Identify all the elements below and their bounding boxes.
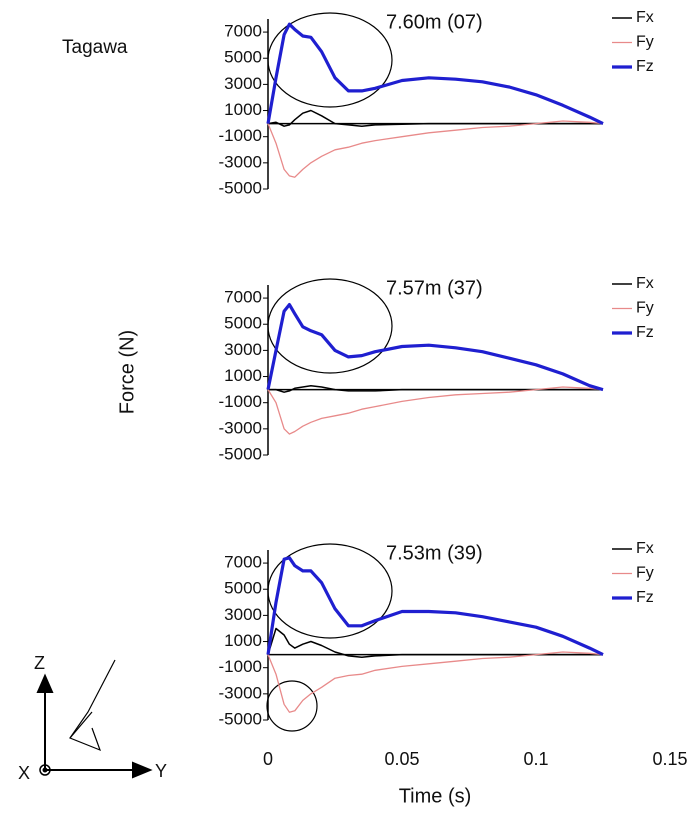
data-line [267,109,603,127]
legend-label: Fx [636,9,654,26]
y-tick-label: 1000 [224,631,262,650]
data-line [268,384,603,393]
legend-label: Fy [636,565,654,582]
y-tick-label: -3000 [219,683,262,702]
legend-label: Fy [636,34,654,51]
annotation: 7.57m (37) [386,277,483,299]
x-tick-label: 0.15 [652,749,687,769]
data-line [266,22,604,126]
y-tick-label: 1000 [224,366,262,385]
panel-label: Tagawa [62,37,128,58]
legend-label: Fz [636,589,654,606]
x-axis-label: Time (s) [399,785,472,807]
y-tick-label: -3000 [219,418,262,437]
legend-label: Fz [636,58,654,75]
y-tick-label: 7000 [224,288,262,307]
axis-letter: Z [34,653,45,673]
legend-label: Fx [636,540,654,557]
annotation: 7.60m (07) [386,11,483,33]
data-line [267,386,604,435]
axis-letter: Y [155,761,167,781]
y-tick-label: 3000 [224,74,262,93]
y-tick-label: -5000 [219,444,262,463]
y-tick-label: 5000 [224,48,262,67]
y-tick-label: 5000 [224,579,262,598]
y-tick-label: 1000 [224,100,262,119]
y-tick-label: -1000 [219,126,262,145]
x-tick-label: 0 [263,749,273,769]
annotation-ellipse [267,278,393,374]
leg-sketch [69,659,116,752]
annotation: 7.53m (39) [386,542,483,564]
annotation-circle [266,680,318,732]
data-line [267,651,604,713]
legend-label: Fz [636,324,654,341]
y-tick-label: 7000 [224,553,262,572]
y-tick-label: 3000 [224,340,262,359]
annotation-ellipse [267,543,393,639]
legend-label: Fy [636,300,654,317]
y-axis-label: Force (N) [116,330,138,414]
legend-label: Fx [636,275,654,292]
leg-sketch [69,711,93,739]
data-line [266,303,604,392]
x-tick-label: 0.1 [523,749,548,769]
axis-letter: X [18,763,30,783]
x-axis-dot [42,767,48,773]
annotation-ellipse [267,12,393,108]
y-tick-label: 5000 [224,314,262,333]
x-tick-label: 0.05 [384,749,419,769]
y-tick-label: -5000 [219,709,262,728]
x-axis-symbol [39,764,51,776]
z-arrow [36,673,54,693]
y-tick-label: -1000 [219,657,262,676]
coordinate-diagram [36,659,153,779]
y-tick-label: -1000 [219,392,262,411]
y-arrow [132,761,153,779]
y-tick-label: 3000 [224,605,262,624]
y-tick-label: -3000 [219,152,262,171]
data-line [267,120,604,178]
y-tick-label: -5000 [219,178,262,197]
data-line [266,556,604,657]
y-tick-label: 7000 [224,22,262,41]
data-line [267,627,603,658]
